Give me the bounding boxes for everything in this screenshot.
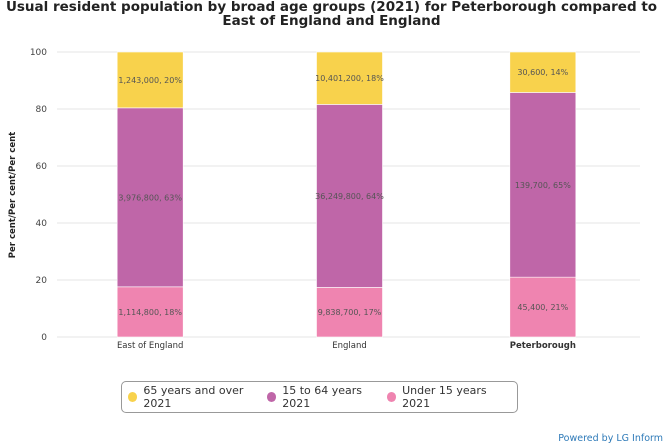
legend-item[interactable]: 65 years and over 2021 bbox=[128, 384, 267, 410]
legend-marker-icon bbox=[128, 392, 138, 402]
legend-label: Under 15 years 2021 bbox=[402, 384, 487, 410]
legend-marker-icon bbox=[266, 392, 277, 402]
y-axis-label: Per cent/Per cent/Per cent bbox=[8, 132, 18, 258]
legend-item[interactable]: 15 to 64 years 2021 bbox=[266, 384, 387, 410]
y-tick-label: 40 bbox=[36, 219, 48, 229]
data-label: 36,249,800, 64% bbox=[315, 192, 384, 201]
data-label: 139,700, 65% bbox=[515, 181, 571, 190]
y-tick-label: 100 bbox=[30, 48, 47, 58]
chart-plot: 0 20 40 60 80 100 Per cent/Per cent/Per cent 1,… bbox=[8, 48, 640, 351]
bar-segment bbox=[116, 286, 184, 338]
bar-segment bbox=[116, 51, 184, 109]
data-label: 30,600, 14% bbox=[517, 68, 568, 77]
bar-segment bbox=[509, 51, 577, 93]
chart-title: Usual resident population by broad age g… bbox=[5, 0, 658, 29]
legend-marker-icon bbox=[386, 392, 397, 402]
bar-segment bbox=[509, 276, 577, 338]
legend: 65 years and over 2021 15 to 64 years 202… bbox=[121, 381, 518, 413]
y-tick-label: 20 bbox=[36, 276, 48, 286]
credit-link[interactable]: Powered by LG Inform bbox=[558, 433, 663, 444]
x-tick-label: England bbox=[332, 341, 367, 351]
legend-item[interactable]: Under 15 years 2021 bbox=[386, 384, 511, 410]
data-label: 1,114,800, 18% bbox=[118, 308, 182, 317]
data-label: 3,976,800, 63% bbox=[118, 193, 182, 202]
data-label: 1,243,000, 20% bbox=[118, 76, 182, 85]
x-tick-label: Peterborough bbox=[510, 341, 576, 351]
data-label: 45,400, 21% bbox=[517, 303, 568, 312]
x-tick-label: East of England bbox=[117, 341, 183, 351]
data-label: 10,401,200, 18% bbox=[315, 74, 384, 83]
bar-segment bbox=[509, 92, 577, 278]
y-tick-label: 0 bbox=[41, 333, 47, 343]
legend-label: 15 to 64 years 2021 bbox=[282, 384, 363, 410]
data-label: 9,838,700, 17% bbox=[318, 308, 382, 317]
y-tick-label: 60 bbox=[36, 162, 48, 172]
y-tick-label: 80 bbox=[36, 105, 48, 115]
bar-segment bbox=[316, 51, 383, 105]
legend-label: 65 years and over 2021 bbox=[143, 384, 244, 410]
